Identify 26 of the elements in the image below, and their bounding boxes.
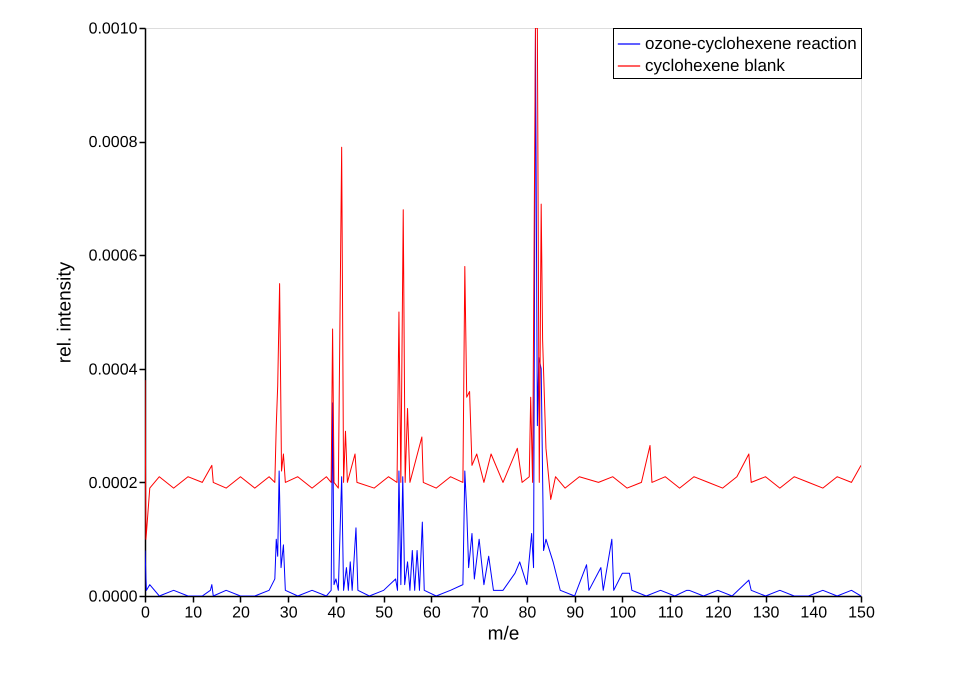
x-tick-label: 10 bbox=[184, 604, 202, 622]
x-tick-label: 110 bbox=[658, 604, 684, 622]
x-tick-label: 20 bbox=[232, 604, 250, 622]
y-tick-label: 0.0000 bbox=[88, 588, 138, 606]
x-tick-label: 50 bbox=[375, 604, 394, 622]
x-tick-label: 140 bbox=[800, 604, 828, 622]
x-tick-label: 0 bbox=[141, 604, 150, 622]
x-tick-label: 130 bbox=[752, 604, 780, 622]
x-tick-label: 70 bbox=[470, 604, 489, 622]
x-tick-label: 60 bbox=[423, 604, 441, 622]
x-tick-label: 100 bbox=[609, 604, 636, 622]
y-tick-label: 0.0004 bbox=[88, 361, 138, 378]
legend-label: cyclohexene blank bbox=[645, 56, 786, 75]
y-tick-label: 0.0008 bbox=[88, 134, 138, 152]
x-tick-label: 40 bbox=[328, 604, 346, 622]
x-tick-label: 120 bbox=[704, 604, 732, 622]
legend-label: ozone-cyclohexene reaction bbox=[645, 34, 857, 53]
x-tick-label: 150 bbox=[848, 604, 875, 622]
x-tick-label: 30 bbox=[280, 604, 298, 622]
y-tick-label: 0.0006 bbox=[88, 248, 138, 265]
x-tick-label: 90 bbox=[566, 604, 584, 622]
y-tick-label: 0.0010 bbox=[88, 20, 138, 38]
x-tick-label: 80 bbox=[518, 604, 536, 622]
y-axis-title: rel. intensity bbox=[54, 261, 76, 364]
y-tick-label: 0.0002 bbox=[88, 474, 138, 492]
x-axis-title: m/e bbox=[488, 624, 520, 644]
